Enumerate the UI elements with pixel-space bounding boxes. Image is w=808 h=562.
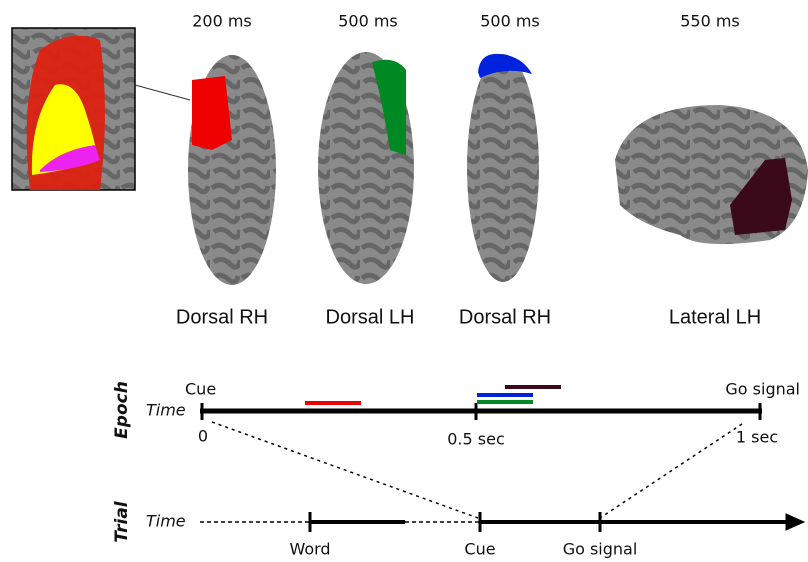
view-label: Dorsal LH — [326, 306, 415, 328]
epoch-timeline — [200, 387, 762, 518]
event-label: Word — [289, 540, 330, 559]
view-label: Dorsal RH — [459, 306, 551, 328]
event-label: Go signal — [725, 380, 800, 399]
brain-4 — [615, 105, 808, 244]
view-label: Dorsal RH — [176, 306, 268, 328]
time-label: 500 ms — [338, 12, 398, 31]
brain-1 — [188, 55, 276, 285]
event-label: Cue — [464, 540, 495, 559]
view-label: Lateral LH — [669, 306, 761, 328]
time-label: 500 ms — [480, 12, 540, 31]
tick-label: 0.5 sec — [447, 430, 505, 449]
row-label: Trial — [112, 500, 132, 542]
axis-label: Time — [146, 512, 186, 531]
tick-label: 1 sec — [736, 428, 778, 447]
figure: 200 ms 500 ms 500 ms 550 ms Dorsal RH Do… — [0, 0, 808, 562]
brain-3 — [467, 54, 539, 282]
event-label: Go signal — [563, 540, 638, 559]
brain-2 — [318, 52, 414, 284]
row-label: Epoch — [112, 381, 132, 439]
inset — [12, 28, 190, 190]
tick-label: 0 — [198, 427, 208, 446]
trial-timeline — [200, 512, 804, 532]
event-label: Cue — [185, 380, 216, 399]
time-label: 200 ms — [192, 12, 252, 31]
axis-label: Time — [146, 401, 186, 420]
time-label: 550 ms — [680, 12, 740, 31]
